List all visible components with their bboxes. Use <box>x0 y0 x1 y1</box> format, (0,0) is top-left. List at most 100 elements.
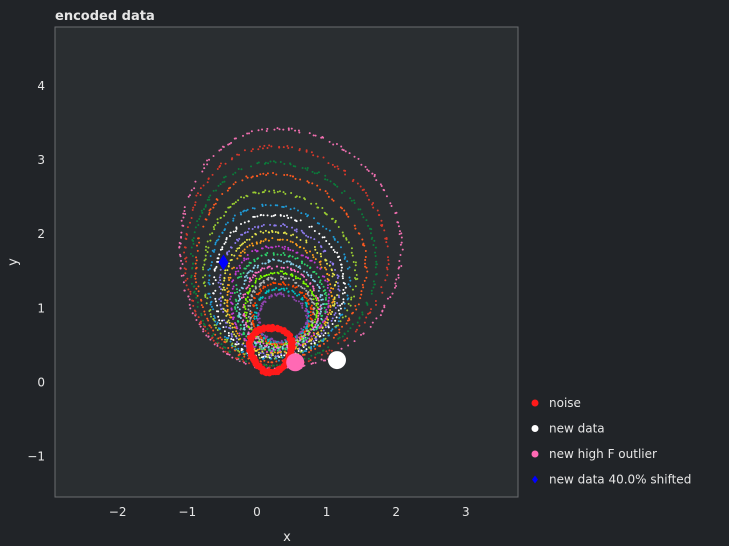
ring-point <box>246 272 249 275</box>
ring-point <box>201 211 204 214</box>
ring-point <box>311 301 314 304</box>
ring-point <box>274 245 277 248</box>
ring-point <box>333 251 336 254</box>
ring-point <box>225 211 228 214</box>
ring-point <box>229 340 232 343</box>
ring-point <box>243 149 246 152</box>
ring-point <box>253 264 256 267</box>
ring-point <box>386 274 389 277</box>
ring-point <box>230 335 233 338</box>
ring-point <box>280 275 283 278</box>
ring-point <box>238 254 241 257</box>
ring-point <box>259 230 262 233</box>
ring-point <box>304 314 307 317</box>
ring-point <box>221 181 224 184</box>
ring-point <box>282 267 285 270</box>
ring-point <box>243 338 246 341</box>
ring-point <box>373 239 376 242</box>
ring-point <box>270 145 273 148</box>
ring-point <box>249 304 252 307</box>
ring-point <box>343 307 346 310</box>
ring-point <box>230 158 233 161</box>
ring-point <box>387 259 390 262</box>
ring-point <box>232 318 235 321</box>
ring-point <box>248 280 251 283</box>
ring-point <box>338 296 341 299</box>
ring-point <box>310 354 313 357</box>
ring-point <box>342 288 345 291</box>
ring-point <box>277 245 280 248</box>
ring-point <box>351 254 354 257</box>
ring-point <box>256 162 259 165</box>
ring-point <box>246 245 249 248</box>
ring-point <box>251 207 254 210</box>
ring-point <box>208 274 211 277</box>
ring-point <box>226 221 229 224</box>
ring-point <box>331 163 334 166</box>
ring-point <box>209 303 212 306</box>
ring-point <box>239 327 242 330</box>
ring-point <box>298 149 301 152</box>
ring-point <box>289 240 292 243</box>
ring-point <box>235 226 238 229</box>
ring-point <box>253 315 256 318</box>
ring-point <box>251 285 254 288</box>
ring-point <box>275 360 278 363</box>
ring-point <box>319 335 322 338</box>
ring-point <box>231 203 234 206</box>
ring-point <box>196 301 199 304</box>
ring-point <box>228 262 231 265</box>
ring-point <box>334 219 337 222</box>
ring-point <box>208 209 211 212</box>
ring-point <box>351 323 354 326</box>
ring-point <box>199 322 202 325</box>
ring-point <box>333 165 336 168</box>
ring-point <box>262 285 265 288</box>
ring-point <box>214 279 217 282</box>
ring-point <box>313 295 316 298</box>
ring-point <box>224 309 227 312</box>
ring-point <box>232 173 235 176</box>
ring-point <box>258 285 261 288</box>
ring-point <box>268 144 271 147</box>
ring-point <box>184 213 187 216</box>
ring-point <box>197 290 200 293</box>
ring-point <box>245 274 248 277</box>
ring-point <box>332 143 335 146</box>
ring-point <box>317 299 320 302</box>
ring-point <box>260 305 263 308</box>
ring-point <box>209 301 212 304</box>
ring-point <box>311 290 314 293</box>
ring-point <box>320 324 323 327</box>
ring-point <box>295 345 298 348</box>
ring-point <box>294 281 297 284</box>
ring-point <box>243 248 246 251</box>
ring-point <box>237 270 240 273</box>
ring-point <box>221 246 224 249</box>
ring-point <box>258 278 261 281</box>
ring-point <box>242 350 245 353</box>
ring-point <box>320 353 323 356</box>
ring-point <box>336 301 339 304</box>
ring-point <box>226 189 229 192</box>
ring-point <box>227 265 230 268</box>
ring-point <box>332 199 335 202</box>
ring-point <box>337 285 340 288</box>
ring-point <box>204 284 207 287</box>
ring-point <box>181 224 184 227</box>
ring-point <box>219 183 222 186</box>
ring-point <box>317 241 320 244</box>
ring-point <box>253 215 256 218</box>
ring-point <box>214 297 217 300</box>
ring-point <box>269 223 272 226</box>
ring-point <box>206 159 209 162</box>
ring-point <box>312 154 315 157</box>
ring-point <box>398 260 401 263</box>
ring-point <box>356 277 359 280</box>
ring-point <box>225 326 228 329</box>
ring-point <box>280 293 283 296</box>
ring-point <box>299 246 302 249</box>
ring-point <box>269 160 272 163</box>
ring-point <box>318 326 321 329</box>
ring-point <box>253 290 256 293</box>
